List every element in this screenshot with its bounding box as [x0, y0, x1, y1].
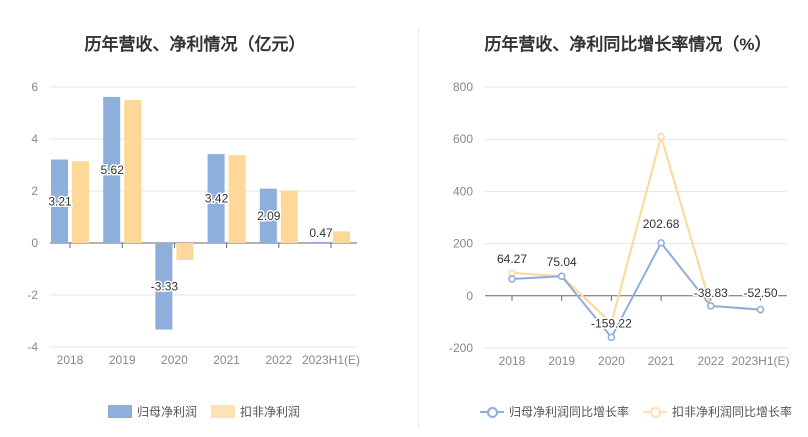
data-point: [707, 302, 715, 310]
legend-item-deducted-growth[interactable]: 扣非净利润同比增长率: [643, 403, 792, 420]
right-chart-title: 历年营收、净利同比增长率情况（%）: [484, 35, 772, 54]
data-point: [756, 305, 765, 314]
data-point: [657, 239, 665, 247]
x-tick-label: 2023H1(E): [731, 354, 789, 368]
data-point: [508, 269, 516, 277]
bar-data-label: 2.09: [257, 209, 281, 223]
x-tick-label: 2018: [499, 354, 526, 368]
right-legend: 归母净利润同比增长率 扣非净利润同比增长率: [480, 403, 792, 420]
y-tick-label: 4: [31, 132, 38, 146]
bar-deducted-2021: [228, 155, 246, 243]
x-tick-label: 2022: [265, 353, 292, 367]
x-tick-label: 2021: [648, 354, 675, 368]
data-point: [557, 272, 566, 280]
x-tick-label: 2023H1(E): [302, 353, 360, 367]
legend-line-marker-icon: [480, 405, 504, 418]
bar-deducted-2019: [124, 100, 142, 243]
y-tick-label: 0: [466, 289, 473, 303]
bar-parent-2022: [259, 188, 277, 243]
legend-item-parent-net-profit[interactable]: 归母净利润: [108, 403, 197, 420]
y-tick-label: 0: [31, 236, 38, 250]
y-tick-label: -4: [27, 340, 38, 354]
data-point: [607, 319, 616, 327]
bar-parent-2019: [103, 96, 121, 243]
y-tick-label: 2: [31, 184, 38, 198]
bar-data-label: 0.47: [309, 226, 333, 240]
left-legend: 归母净利润 扣非净利润: [108, 403, 300, 420]
legend-item-parent-growth[interactable]: 归母净利润同比增长率: [480, 403, 629, 420]
bar-parent-2023H1(E): [312, 241, 329, 243]
line-parent-growth: [511, 241, 761, 340]
data-point: [508, 275, 516, 283]
bar-parent-2021: [207, 154, 225, 243]
bar-deducted-2018: [72, 161, 89, 243]
line-data-label: 202.68: [643, 217, 680, 231]
y-tick-label: 600: [453, 132, 473, 146]
legend-item-deducted-net-profit[interactable]: 扣非净利润: [211, 403, 300, 420]
x-tick-label: 2019: [109, 353, 136, 367]
x-tick-label: 2018: [57, 353, 84, 367]
divider: [418, 28, 419, 428]
y-tick-label: 400: [453, 184, 473, 198]
y-tick-label: 800: [453, 80, 473, 94]
bar-data-label: 5.62: [101, 163, 125, 177]
x-tick-label: 2021: [213, 353, 240, 367]
bar-deducted-2022: [280, 190, 298, 243]
line-data-label: 75.04: [547, 255, 577, 269]
bar-parent-2018: [51, 159, 68, 243]
line-data-label: -52.50: [743, 286, 777, 300]
bar-data-label: -3.33: [151, 279, 179, 293]
legend-label: 归母净利润: [137, 405, 198, 419]
data-point: [607, 333, 616, 342]
data-point: [657, 132, 665, 141]
x-tick-label: 2020: [598, 354, 625, 368]
line-data-label: -159.22: [591, 316, 632, 330]
bar-parent-2020: [155, 243, 173, 330]
legend-swatch: [211, 405, 236, 418]
bar-deducted-2020: [176, 243, 194, 260]
bar-data-label: 3.42: [205, 192, 229, 206]
legend-label: 扣非净利润同比增长率: [672, 405, 793, 419]
x-tick-label: 2019: [548, 354, 575, 368]
bar-deducted-2023H1(E): [333, 231, 350, 243]
left-chart-title: 历年营收、净利情况（亿元）: [84, 35, 306, 54]
legend-line-marker-icon: [643, 405, 668, 418]
y-tick-label: 200: [453, 237, 473, 251]
bar-data-label: 3.21: [48, 194, 72, 208]
line-data-label: -38.83: [694, 286, 728, 300]
legend-swatch: [108, 405, 132, 418]
y-tick-label: 6: [31, 80, 38, 94]
y-tick-label: -2: [27, 288, 38, 302]
x-tick-label: 2020: [161, 353, 188, 367]
legend-label: 扣非净利润: [240, 405, 301, 419]
legend-label: 归母净利润同比增长率: [509, 405, 630, 419]
line-data-label: 64.27: [497, 252, 527, 266]
x-tick-label: 2022: [697, 354, 724, 368]
y-tick-label: -200: [449, 341, 473, 355]
